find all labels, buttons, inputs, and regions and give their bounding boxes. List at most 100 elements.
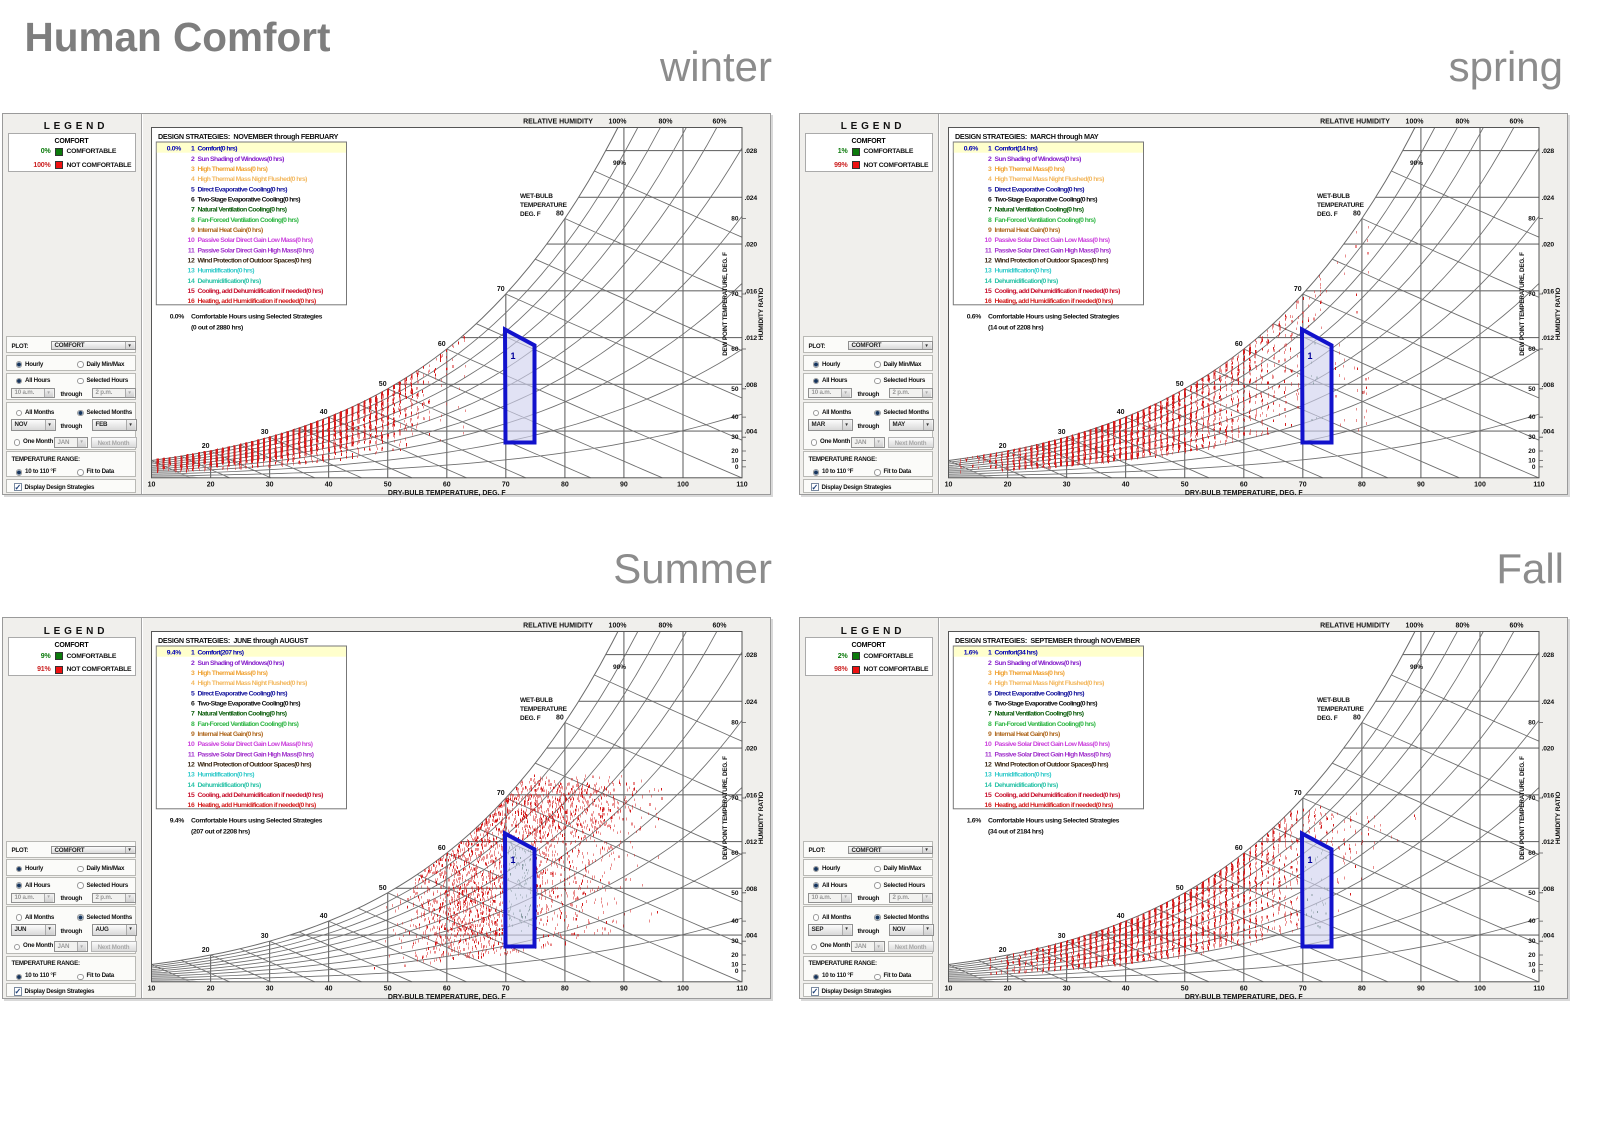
svg-text:Comfortable Hours using Select: Comfortable Hours using Selected Strateg… [191, 313, 323, 320]
svg-text:40: 40 [1528, 918, 1536, 925]
svg-text:70: 70 [496, 286, 504, 293]
svg-text:40: 40 [731, 918, 739, 925]
svg-text:70: 70 [1528, 795, 1536, 802]
svg-text:3: 3 [191, 670, 195, 677]
svg-text:Wind Protection of Outdoor Spa: Wind Protection of Outdoor Spaces(0 hrs) [994, 762, 1108, 769]
svg-text:3: 3 [988, 165, 992, 172]
svg-text:WET-BULB: WET-BULB [1317, 193, 1350, 200]
svg-text:10: 10 [187, 237, 194, 244]
svg-text:1: 1 [988, 145, 992, 152]
svg-text:.008: .008 [1541, 886, 1554, 893]
svg-text:10: 10 [147, 986, 155, 993]
svg-text:100%: 100% [608, 118, 627, 125]
svg-text:70: 70 [731, 795, 739, 802]
svg-text:13: 13 [984, 267, 991, 274]
svg-text:0.0%: 0.0% [169, 313, 184, 320]
svg-text:30: 30 [731, 938, 739, 945]
svg-text:High Thermal Mass(0 hrs): High Thermal Mass(0 hrs) [197, 165, 267, 172]
svg-text:20: 20 [201, 443, 209, 450]
svg-text:16: 16 [187, 298, 194, 305]
svg-text:4: 4 [988, 680, 992, 687]
svg-text:80: 80 [561, 481, 569, 488]
svg-text:11: 11 [187, 247, 194, 254]
svg-text:.024: .024 [1541, 194, 1554, 201]
svg-text:10: 10 [1528, 457, 1536, 464]
svg-text:Fan-Forced Ventilation Cooling: Fan-Forced Ventilation Cooling(0 hrs) [197, 721, 298, 728]
svg-text:40: 40 [1116, 409, 1124, 416]
svg-text:80%: 80% [658, 118, 673, 125]
svg-text:Passive Solar Direct Gain Low: Passive Solar Direct Gain Low Mass(0 hrs… [994, 237, 1109, 244]
svg-text:60: 60 [1528, 346, 1536, 353]
svg-text:14: 14 [187, 277, 194, 284]
svg-text:.012: .012 [744, 335, 757, 342]
svg-text:0.6%: 0.6% [966, 313, 981, 320]
svg-text:30: 30 [1057, 429, 1065, 436]
svg-text:Internal Heat Gain(0 hrs): Internal Heat Gain(0 hrs) [994, 227, 1059, 234]
svg-text:30: 30 [260, 429, 268, 436]
svg-text:8: 8 [191, 216, 195, 223]
svg-text:40: 40 [324, 986, 332, 993]
svg-text:80%: 80% [1455, 118, 1470, 125]
svg-text:Comfort(14 hrs): Comfort(14 hrs) [994, 145, 1037, 152]
svg-text:8: 8 [988, 216, 992, 223]
svg-text:DRY-BULB TEMPERATURE, DEG. F: DRY-BULB TEMPERATURE, DEG. F [1184, 490, 1303, 496]
svg-text:DEG. F: DEG. F [1317, 715, 1338, 722]
svg-text:Passive Solar Direct Gain High: Passive Solar Direct Gain High Mass(0 hr… [994, 247, 1110, 254]
svg-text:Comfortable Hours using Select: Comfortable Hours using Selected Strateg… [191, 818, 323, 825]
svg-text:90%: 90% [1409, 160, 1422, 167]
svg-text:.012: .012 [744, 839, 757, 846]
svg-text:10: 10 [731, 457, 739, 464]
svg-text:15: 15 [187, 288, 194, 295]
svg-text:5: 5 [988, 186, 992, 193]
svg-text:Cooling, add Dehumidification: Cooling, add Dehumidification if needed(… [197, 288, 323, 295]
svg-text:1: 1 [510, 855, 515, 865]
svg-text:.004: .004 [744, 933, 757, 940]
svg-text:DESIGN STRATEGIES: SEPTEMBER: DESIGN STRATEGIES: SEPTEMBER through NOV… [955, 636, 1141, 645]
svg-text:50: 50 [383, 481, 391, 488]
svg-text:6: 6 [191, 701, 195, 708]
svg-text:12: 12 [187, 257, 194, 264]
svg-text:9.4%: 9.4% [169, 818, 184, 825]
svg-text:50: 50 [731, 385, 739, 392]
svg-text:WET-BULB: WET-BULB [520, 697, 553, 704]
svg-text:HUMIDITY RATIO: HUMIDITY RATIO [758, 792, 765, 844]
svg-text:14: 14 [187, 782, 194, 789]
svg-text:Natural Ventilation Cooling(0: Natural Ventilation Cooling(0 hrs) [994, 206, 1083, 213]
svg-text:100: 100 [677, 986, 689, 993]
svg-text:.020: .020 [744, 241, 757, 248]
svg-text:High Thermal Mass Night Flushe: High Thermal Mass Night Flushed(0 hrs) [197, 176, 307, 183]
svg-text:7: 7 [191, 206, 195, 213]
svg-text:20: 20 [998, 947, 1006, 954]
svg-text:6: 6 [988, 701, 992, 708]
svg-text:Internal Heat Gain(0 hrs): Internal Heat Gain(0 hrs) [994, 731, 1059, 738]
svg-text:60%: 60% [712, 118, 727, 125]
svg-text:70: 70 [1293, 286, 1301, 293]
svg-text:Dehumidification(0 hrs): Dehumidification(0 hrs) [197, 277, 261, 284]
svg-text:40: 40 [1116, 913, 1124, 920]
svg-text:DEG. F: DEG. F [520, 211, 541, 218]
svg-text:6: 6 [191, 196, 195, 203]
svg-text:Direct Evaporative Cooling(0 h: Direct Evaporative Cooling(0 hrs) [994, 186, 1084, 193]
svg-text:10: 10 [187, 741, 194, 748]
svg-text:20: 20 [1003, 481, 1011, 488]
svg-text:80: 80 [1528, 215, 1536, 222]
svg-text:RELATIVE HUMIDITY: RELATIVE HUMIDITY [1320, 118, 1390, 125]
svg-text:DESIGN STRATEGIES: JUNE throu: DESIGN STRATEGIES: JUNE through AUGUST [158, 636, 309, 645]
svg-text:9: 9 [191, 731, 195, 738]
svg-text:14: 14 [984, 782, 991, 789]
svg-text:70: 70 [1298, 481, 1306, 488]
svg-text:5: 5 [988, 690, 992, 697]
svg-text:90: 90 [620, 986, 628, 993]
svg-text:2: 2 [191, 155, 195, 162]
svg-text:.016: .016 [744, 288, 757, 295]
svg-text:0: 0 [1531, 968, 1535, 975]
svg-text:DEW POINT TEMPERATURE, DEG. F: DEW POINT TEMPERATURE, DEG. F [1519, 756, 1526, 860]
svg-text:(0 out of 2880 hrs): (0 out of 2880 hrs) [191, 324, 243, 331]
svg-text:Natural Ventilation Cooling(0: Natural Ventilation Cooling(0 hrs) [994, 711, 1083, 718]
svg-text:110: 110 [1533, 986, 1544, 993]
svg-text:.020: .020 [1541, 241, 1554, 248]
svg-text:Sun Shading of Windows(0 hrs): Sun Shading of Windows(0 hrs) [197, 660, 284, 667]
svg-text:50: 50 [1175, 380, 1183, 387]
svg-text:30: 30 [1062, 481, 1070, 488]
svg-text:TEMPERATURE: TEMPERATURE [520, 202, 568, 209]
